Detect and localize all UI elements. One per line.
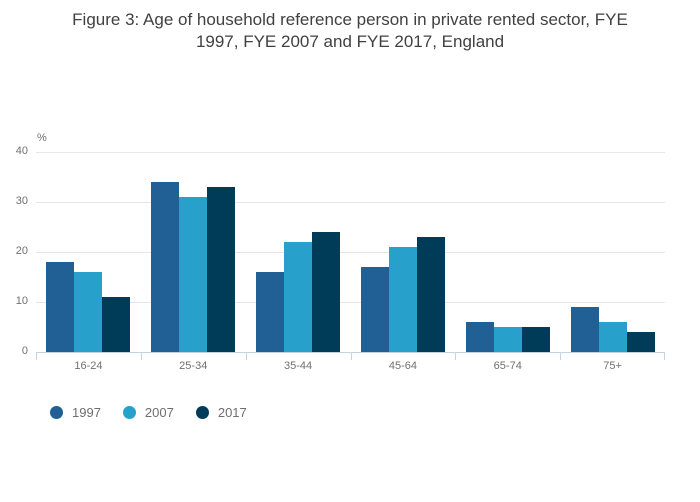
bar-2017-65-74 <box>521 327 550 352</box>
bar-group-35-44 <box>246 152 351 352</box>
y-tick-label-40: 40 <box>15 145 28 157</box>
bar-group-16-24 <box>36 152 141 352</box>
legend-label-2017: 2017 <box>217 405 247 420</box>
bar-2017-35-44 <box>312 232 341 352</box>
y-tick-label-30: 30 <box>15 195 28 207</box>
bar-1997-25-34 <box>151 182 180 352</box>
bar-1997-65-74 <box>465 322 494 352</box>
bar-group-75+ <box>560 152 665 352</box>
y-tick-label-0: 0 <box>21 345 28 357</box>
bar-2017-25-34 <box>207 187 236 352</box>
bar-1997-35-44 <box>256 272 285 352</box>
legend-dot-icon <box>122 406 136 419</box>
legend-item-1997: 1997 <box>50 405 101 420</box>
bar-1997-75+ <box>570 307 599 352</box>
x-axis-tick <box>560 352 562 360</box>
legend-label-2007: 2007 <box>144 405 174 420</box>
gridline-20 <box>36 252 665 253</box>
y-tick-label-10: 10 <box>15 295 28 307</box>
legend-dot-icon <box>50 406 63 419</box>
bar-2007-16-24 <box>74 272 103 352</box>
bar-1997-45-64 <box>360 267 389 352</box>
legend-dot-icon <box>195 406 209 419</box>
gridline-40 <box>36 152 665 153</box>
bar-2007-65-74 <box>493 327 522 352</box>
plot-area <box>36 152 665 360</box>
chart-title-line-1: Figure 3: Age of household reference per… <box>72 10 628 29</box>
bar-2007-45-64 <box>388 247 417 352</box>
bar-group-65-74 <box>455 152 560 352</box>
bar-group-45-64 <box>351 152 456 352</box>
bar-2007-25-34 <box>179 197 208 352</box>
y-tick-label-20: 20 <box>15 245 28 257</box>
x-axis-tick <box>36 352 37 360</box>
legend-item-2017: 2017 <box>195 405 247 420</box>
bar-2017-45-64 <box>416 237 445 352</box>
x-axis-tick <box>140 352 142 360</box>
legend-label-1997: 1997 <box>72 405 101 420</box>
x-tick-label-35-44: 35-44 <box>284 360 313 372</box>
gridline-10 <box>36 302 665 303</box>
legend: 1997 2007 2017 <box>50 405 247 420</box>
gridline-30 <box>36 202 665 203</box>
x-tick-label-45-64: 45-64 <box>388 360 417 372</box>
chart-title: Figure 3: Age of household reference per… <box>0 9 700 53</box>
x-axis-tick <box>455 352 457 360</box>
bar-2007-35-44 <box>284 242 313 352</box>
chart-title-line-2: 1997, FYE 2007 and FYE 2017, England <box>195 32 505 51</box>
bar-2007-75+ <box>598 322 627 352</box>
bar-2017-75+ <box>626 332 655 352</box>
bar-group-25-34 <box>141 152 246 352</box>
x-axis-tick <box>350 352 352 360</box>
x-tick-label-25-34: 25-34 <box>179 360 208 372</box>
y-axis-unit-label: % <box>37 132 47 144</box>
x-tick-label-16-24: 16-24 <box>74 360 103 372</box>
bar-2017-16-24 <box>102 297 131 352</box>
x-tick-label-75+: 75+ <box>603 360 622 372</box>
x-axis-tick <box>245 352 247 360</box>
x-axis-tick <box>664 352 665 360</box>
bar-1997-16-24 <box>46 262 75 352</box>
x-tick-label-65-74: 65-74 <box>493 360 522 372</box>
legend-item-2007: 2007 <box>122 405 174 420</box>
